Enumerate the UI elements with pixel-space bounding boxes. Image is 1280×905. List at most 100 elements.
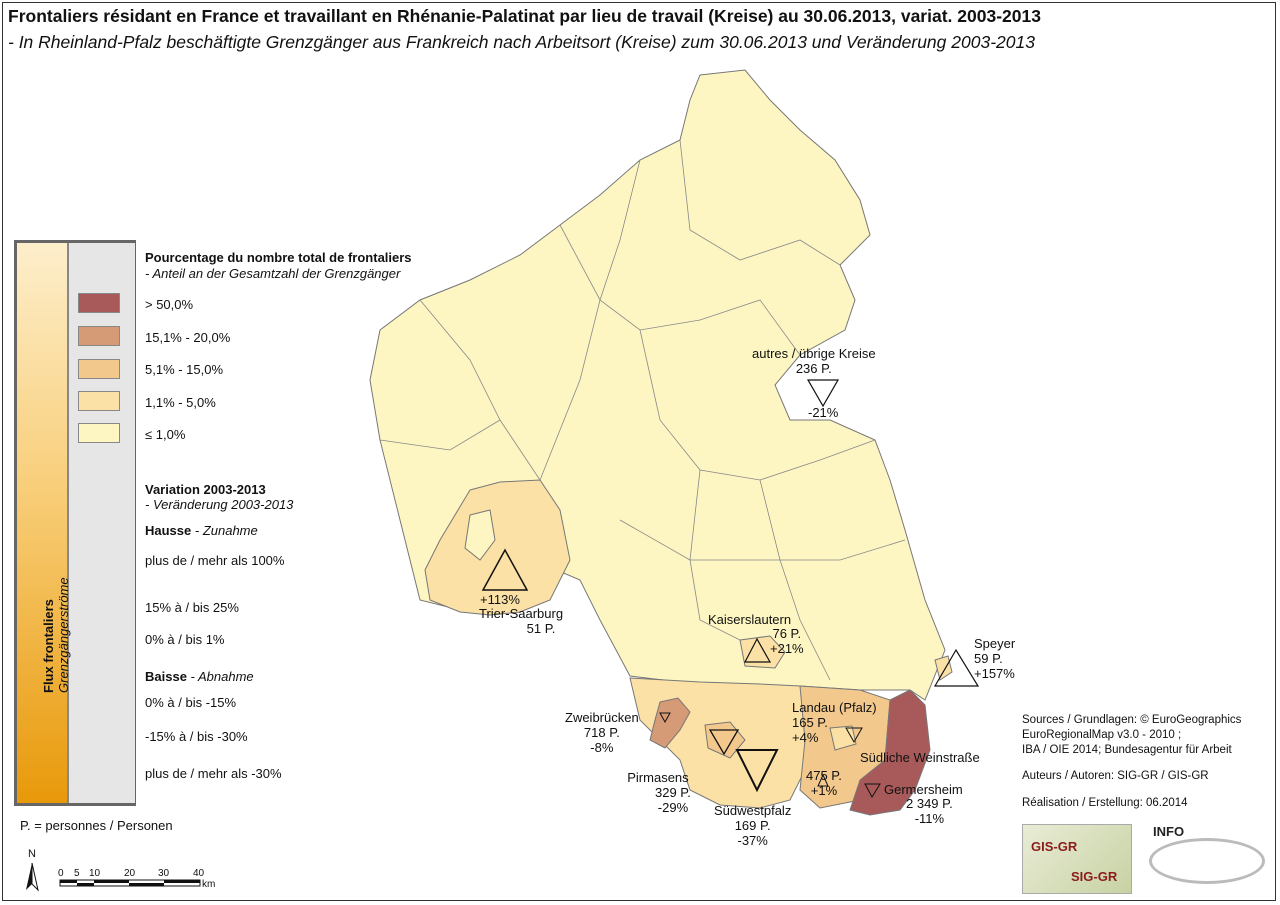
- label-suedwestpfalz-name: Südwestpfalz: [714, 803, 792, 818]
- legend-panel: Flux frontaliers Grenzgängerströme: [14, 240, 136, 806]
- triangle-down-suedwestpfalz: [735, 749, 779, 793]
- scale-tick-5: 5: [74, 868, 80, 879]
- region-trier: [464, 509, 496, 561]
- legend-down-2: -15% à / bis -30%: [145, 729, 248, 744]
- label-pirmasens-persons: 329 P.: [655, 785, 691, 800]
- legend-down-1: 0% à / bis -15%: [145, 695, 237, 710]
- source-line-2: EuroRegionalMap v3.0 - 2010 ;: [1022, 729, 1182, 741]
- label-suedwestpfalz: Südwestpfalz 169 P. -37%: [714, 803, 791, 848]
- source-line-1: Sources / Grundlagen: © EuroGeographics: [1022, 714, 1242, 726]
- label-speyer: Speyer 59 P. +157%: [974, 636, 1015, 681]
- triangle-down-autres: [806, 379, 840, 408]
- legend-class-label-3: 5,1% - 15,0%: [145, 362, 224, 377]
- label-trier-saarburg-persons: 51 P.: [526, 621, 556, 636]
- label-suedliche-weinstrasse-persons: 475 P.: [806, 768, 842, 783]
- label-pirmasens-change: -29%: [657, 800, 689, 815]
- legend-swatch-4: [78, 391, 120, 411]
- authors-line: Auteurs / Autoren: SIG-GR / GIS-GR: [1022, 770, 1209, 782]
- label-suedliche-weinstrasse-name: Südliche Weinstraße: [860, 750, 980, 765]
- district-borders: [379, 139, 906, 681]
- legend-class-label-1: > 50,0%: [145, 297, 194, 312]
- scale-tick-20: 20: [124, 868, 136, 879]
- sig-logo-text: SIG-GR: [1071, 869, 1118, 884]
- scale-tick-10: 10: [89, 868, 101, 879]
- label-zweibruecken-persons: 718 P.: [583, 725, 620, 740]
- map-title: Frontaliers résidant en France et travai…: [8, 6, 1041, 26]
- label-suedwestpfalz-change: -37%: [737, 833, 768, 848]
- triangle-up-trier-saarburg: [481, 548, 529, 591]
- scale-bar: [59, 879, 201, 887]
- legend-baisse: Baisse - Abnahme: [145, 669, 254, 684]
- hausse-de-label: - Zunahme: [194, 523, 258, 538]
- partner-ellipse-icon: [1149, 838, 1265, 884]
- label-autres-name: autres / übrige Kreise: [752, 346, 876, 361]
- label-landau-persons: 165 P.: [792, 715, 828, 730]
- flux-title: Flux frontaliers: [41, 599, 56, 693]
- legend-gradient-bar: [17, 243, 67, 803]
- legend-down-3: plus de / mehr als -30%: [145, 766, 282, 781]
- triangle-down-pirmasens: [708, 729, 740, 756]
- scale-tick-40: 40: [193, 868, 205, 879]
- label-pirmasens-name: Pirmasens: [627, 770, 689, 785]
- partner-logos: INFO: [1135, 824, 1270, 892]
- legend-up-2: 15% à / bis 25%: [145, 600, 239, 615]
- region-zweibruecken: [649, 697, 691, 749]
- legend-var-heading: Variation 2003-2013: [145, 482, 266, 497]
- legend-swatch-5: [78, 423, 120, 443]
- label-autres: autres / übrige Kreise 236 P.: [752, 346, 876, 376]
- label-landau-name: Landau (Pfalz): [792, 700, 877, 715]
- label-landau-change: +4%: [792, 730, 819, 745]
- north-arrow-icon: [26, 862, 39, 892]
- label-speyer-name: Speyer: [974, 636, 1016, 651]
- triangle-up-kaiserslautern: [744, 637, 772, 663]
- legend-class-label-5: ≤ 1,0%: [145, 427, 186, 442]
- flux-subtitle: Grenzgängerströme: [56, 577, 71, 693]
- label-suedliche-weinstrasse: 475 P. +1%: [806, 768, 842, 798]
- gis-gr-logo: GIS-GR SIG-GR: [1022, 824, 1132, 894]
- realisation-line: Réalisation / Erstellung: 06.2014: [1022, 797, 1188, 809]
- label-kaiserslautern: 76 P. +21%: [770, 626, 804, 656]
- legend-vertical-title: Flux frontaliers Grenzgängerströme: [41, 577, 71, 693]
- triangle-up-speyer: [933, 648, 980, 687]
- region-speyer: [934, 655, 953, 681]
- label-speyer-persons: 59 P.: [974, 651, 1003, 666]
- label-autres-persons: 236 P.: [795, 361, 832, 376]
- label-germersheim-name: Germersheim: [884, 782, 963, 797]
- legend-swatch-3: [78, 359, 120, 379]
- legend-var-subheading: - Veränderung 2003-2013: [145, 497, 294, 512]
- triangle-down-germersheim: [864, 783, 881, 799]
- triangle-up-landau: [817, 773, 829, 787]
- legend-swatch-2: [78, 326, 120, 346]
- label-trier-saarburg: Trier-Saarburg 51 P.: [479, 606, 563, 636]
- info-logo-text: INFO: [1153, 824, 1185, 839]
- scale-unit: km: [202, 879, 216, 890]
- legend-pct-subheading: - Anteil an der Gesamtzahl der Grenzgäng…: [145, 266, 401, 281]
- north-label: N: [28, 848, 36, 860]
- legend-footnote: P. = personnes / Personen: [20, 818, 173, 833]
- label-zweibruecken-change: -8%: [590, 740, 614, 755]
- region-landau: [829, 725, 857, 751]
- label-zweibruecken: Zweibrücken 718 P. -8%: [565, 710, 639, 755]
- triangle-down-zweibruecken: [659, 712, 671, 724]
- scale-tick-0: 0: [58, 868, 64, 879]
- label-landau: Landau (Pfalz) 165 P. +4%: [792, 700, 877, 745]
- label-kaiserslautern-name: Kaiserslautern: [708, 612, 792, 627]
- triangle-down-suedliche-weinstrasse: [845, 727, 863, 744]
- legend-class-label-4: 1,1% - 5,0%: [145, 395, 216, 410]
- label-pirmasens: Pirmasens 329 P. -29%: [625, 770, 691, 815]
- hausse-label: Hausse: [145, 523, 192, 538]
- label-speyer-change: +157%: [974, 666, 1015, 681]
- legend-class-label-2: 15,1% - 20,0%: [145, 330, 231, 345]
- legend-hausse: Hausse - Zunahme: [145, 523, 258, 538]
- label-suedliche-weinstrasse-change: +1%: [810, 783, 838, 798]
- legend-up-3: 0% à / bis 1%: [145, 632, 225, 647]
- scale-tick-30: 30: [158, 868, 170, 879]
- legend-swatch-1: [78, 293, 120, 313]
- label-kaiserslautern-change: +21%: [770, 641, 804, 656]
- label-trier-saarburg-change: +113%: [480, 592, 520, 607]
- label-germersheim: 2 349 P. -11%: [906, 796, 953, 826]
- baisse-de-label: - Abnahme: [190, 669, 254, 684]
- label-kaiserslautern-persons: 76 P.: [772, 626, 802, 641]
